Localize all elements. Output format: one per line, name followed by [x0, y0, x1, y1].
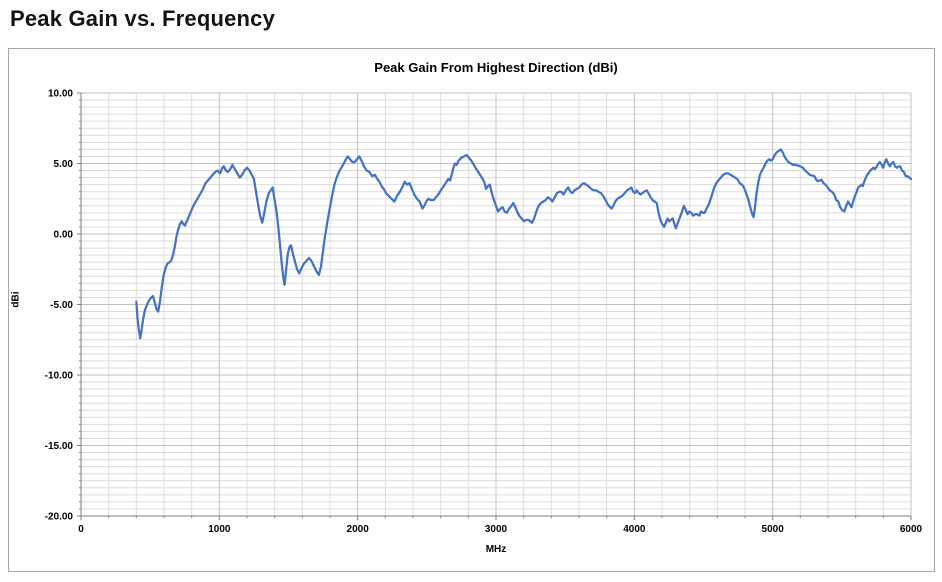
gain-chart-plot: 10.00 5.00 0.00 -5.00 -10.00 -15.00 -20.00 0 100…	[45, 89, 923, 536]
chart-title: Peak Gain From Highest Direction (dBi)	[374, 60, 618, 75]
x-tick-label: 1000	[208, 524, 231, 535]
y-axis-title: dBi	[10, 291, 22, 308]
x-tick-label: 0	[78, 524, 84, 535]
y-tick-label: 0.00	[54, 230, 74, 241]
x-axis-title: MHz	[485, 544, 507, 555]
x-tick-label: 2000	[347, 524, 370, 535]
page-title: Peak Gain vs. Frequency	[10, 6, 276, 31]
y-tick-label: -15.00	[45, 441, 74, 452]
chart-frame: 10.00 5.00 0.00 -5.00 -10.00 -15.00 -20.00 0 100…	[8, 48, 935, 572]
y-tick-label: -5.00	[50, 300, 73, 311]
y-tick-label: 10.00	[48, 89, 73, 100]
gain-series-line	[135, 148, 913, 340]
x-tick-label: 4000	[623, 524, 646, 535]
y-tick-label: 5.00	[54, 159, 74, 170]
x-tick-label: 3000	[485, 524, 508, 535]
x-tick-label: 5000	[762, 524, 785, 535]
y-tick-label: -10.00	[45, 371, 74, 382]
x-tick-label: 6000	[900, 524, 923, 535]
y-tick-label: -20.00	[45, 512, 74, 523]
